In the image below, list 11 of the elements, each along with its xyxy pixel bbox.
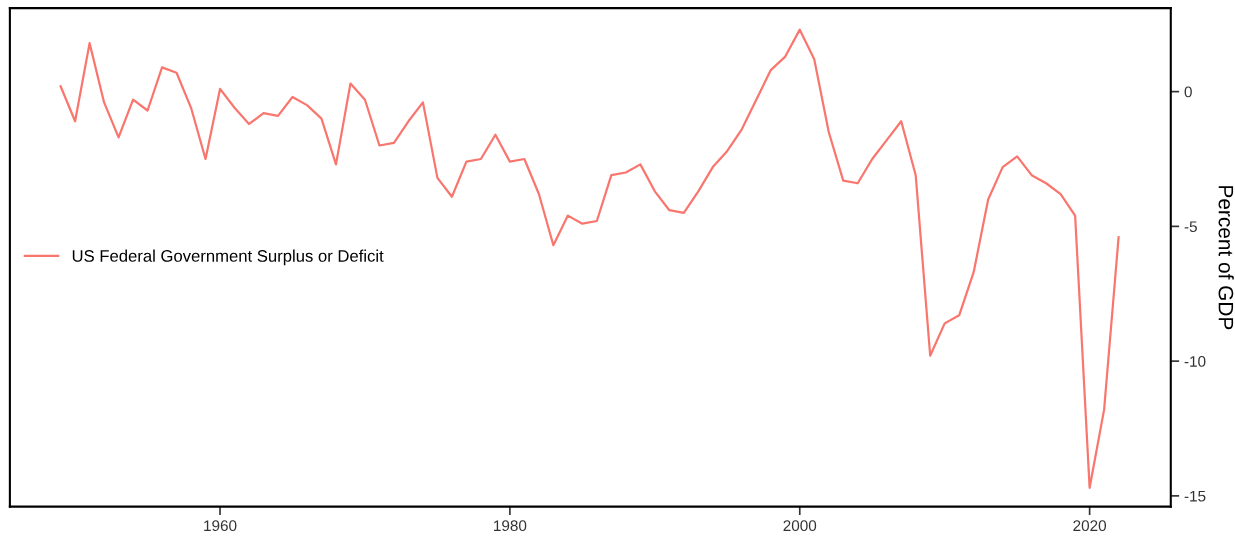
y-tick-label: -5 (1184, 221, 1197, 233)
x-tick-label: 2000 (783, 520, 817, 532)
y-tick-label: -15 (1184, 490, 1206, 502)
y-tick-label: -10 (1184, 356, 1206, 367)
y-tick-label: 0 (1184, 86, 1192, 98)
legend-label: US Federal Government Surplus or Deficit (72, 249, 384, 266)
x-tick-label: 1960 (204, 520, 237, 532)
line-series (59, 28, 1120, 489)
y-axis-title: Percent of GDP (1218, 186, 1234, 330)
x-tick-label: 1980 (494, 520, 527, 532)
x-tick-label: 2020 (1073, 520, 1107, 532)
